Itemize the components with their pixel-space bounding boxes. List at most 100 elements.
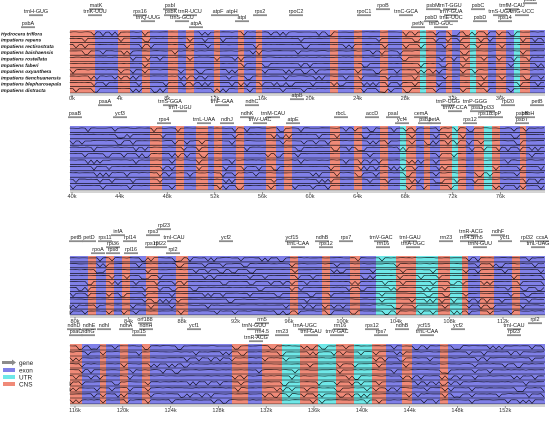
gene-annotation: petA [427, 117, 441, 125]
gene-label: trnA-UGC [293, 323, 317, 329]
gene-annotation: psaB [68, 111, 82, 119]
gene-annotation: psaI [386, 111, 400, 119]
gene-label: orf188 [137, 317, 152, 323]
gene-arrow [451, 328, 465, 331]
gene-arrow [374, 334, 388, 337]
gene-label: petN [412, 21, 423, 27]
x-axis-tick-label: 124k [165, 408, 177, 414]
gene-annotation: ndhB [395, 323, 409, 331]
gene-label: rpoB [377, 3, 389, 9]
gene-arrow [225, 14, 239, 17]
gene-annotation: rpl14 [123, 235, 137, 243]
gene-arrow [255, 322, 269, 325]
identity-trace [69, 257, 545, 262]
gene-label: psbM [426, 3, 440, 9]
gene-label: trnT-UGU [168, 105, 191, 111]
gene-annotation: rbcL [334, 111, 348, 119]
gene-arrow [81, 334, 95, 337]
gene-arrow [123, 240, 137, 243]
gene-arrow [167, 240, 181, 243]
gene-arrow [163, 8, 177, 11]
gene-annotation: petN [411, 21, 425, 29]
gene-annotation: petB [530, 99, 544, 107]
gene-annotation: trnP-UGG [436, 99, 460, 107]
gene-label: atpF [213, 9, 224, 15]
gene-label: trnR-UCU [178, 9, 202, 15]
gene-arrow [197, 122, 211, 125]
gene-arrow [434, 26, 448, 29]
gene-annotation: psbI [163, 3, 177, 11]
gene-label: rrn23 [440, 235, 453, 241]
x-axis-tick-label: 44k [115, 194, 124, 200]
x-axis-tick-label: 96k [284, 319, 293, 325]
gene-arrow [157, 228, 171, 231]
x-axis-tick-label: 144k [404, 408, 416, 414]
x-axis-tick-label: 64k [353, 194, 362, 200]
identity-trace [69, 310, 545, 315]
gene-arrow [411, 26, 425, 29]
gene-annotation: infA [111, 229, 125, 237]
gene-arrow [473, 20, 487, 23]
gene-annotation: rps3 [146, 229, 160, 237]
gene-label: rps2 [255, 9, 266, 15]
gene-arrow [183, 14, 197, 17]
gene-label: atpE [287, 117, 298, 123]
alignment-panel-1: 0k 4k 8k 12k 16k 20k 24k 28k 32k 36k trnH-GUG psbA m… [21, 0, 545, 102]
gene-arrow [515, 14, 529, 17]
gene-annotation: rrn4.5 [255, 329, 269, 337]
gene-annotation: rpl16 [124, 247, 138, 255]
gene-arrow [240, 116, 254, 119]
x-axis-tick-label: 16k [258, 96, 267, 102]
gene-label: trnL-UAA [193, 117, 216, 123]
identity-trace [69, 286, 545, 292]
x-axis-tick-label: 92k [231, 319, 240, 325]
species-label: Impatiens repens [1, 38, 42, 44]
gene-annotation: rpoC1 [357, 9, 371, 17]
gene-annotation: ndhA [119, 323, 133, 331]
gene-label: trnV-UAC [249, 117, 272, 123]
gene-label: rrn16 [377, 241, 390, 247]
identity-trace [69, 153, 545, 158]
gene-label: atpB [291, 93, 302, 99]
gene-label: trnI-GAU [399, 235, 420, 241]
gene-label: trnA-UGC [401, 241, 425, 247]
gene-arrow [69, 334, 83, 337]
gene-label: rps4 [159, 117, 170, 123]
identity-trace [69, 363, 545, 368]
gene-arrow [275, 334, 289, 337]
gene-label: rrn23 [276, 329, 289, 335]
species-label: Impatiens baishaensis [1, 50, 53, 56]
gene-arrow [249, 340, 263, 343]
gene-label: psbD [425, 15, 438, 21]
gene-arrow [139, 328, 153, 331]
gene-arrow [507, 334, 521, 337]
gene-label: ycf2 [453, 323, 463, 329]
gene-label: trnP-UGG [436, 99, 460, 105]
gene-label: rps3 [148, 229, 159, 235]
gene-annotation: trnR-ACG [244, 335, 268, 343]
gene-arrow [291, 246, 305, 249]
gene-annotation: accD [365, 111, 379, 119]
gene-annotation: atpI [235, 15, 249, 23]
gene-arrow [481, 110, 495, 113]
gene-annotation: trnG-UCC [510, 9, 534, 17]
gene-annotation: ycf4 [395, 117, 409, 125]
gene-arrow [119, 328, 133, 331]
gene-arrow [395, 122, 409, 125]
gene-annotation: rps7 [374, 329, 388, 337]
x-axis-tick-label: 104k [390, 319, 402, 325]
gene-arrow [215, 104, 229, 107]
gene-label: rps12 [463, 117, 477, 123]
gene-annotation: trnL-UAA [193, 117, 216, 125]
identity-trace [69, 369, 545, 374]
gene-annotation: trnM-CAU [261, 111, 285, 119]
gene-label: trnS-GGA [158, 99, 182, 105]
identity-trace [69, 146, 545, 152]
x-axis-tick-label: 88k [177, 319, 186, 325]
identity-trace [69, 50, 545, 55]
gene-label: rrn5 [473, 235, 483, 241]
gene-arrow [98, 240, 112, 243]
gene-annotation: rps12 [463, 117, 477, 125]
gene-label: trnN-GUU [468, 241, 492, 247]
legend-utr-entry: UTR [3, 375, 33, 382]
